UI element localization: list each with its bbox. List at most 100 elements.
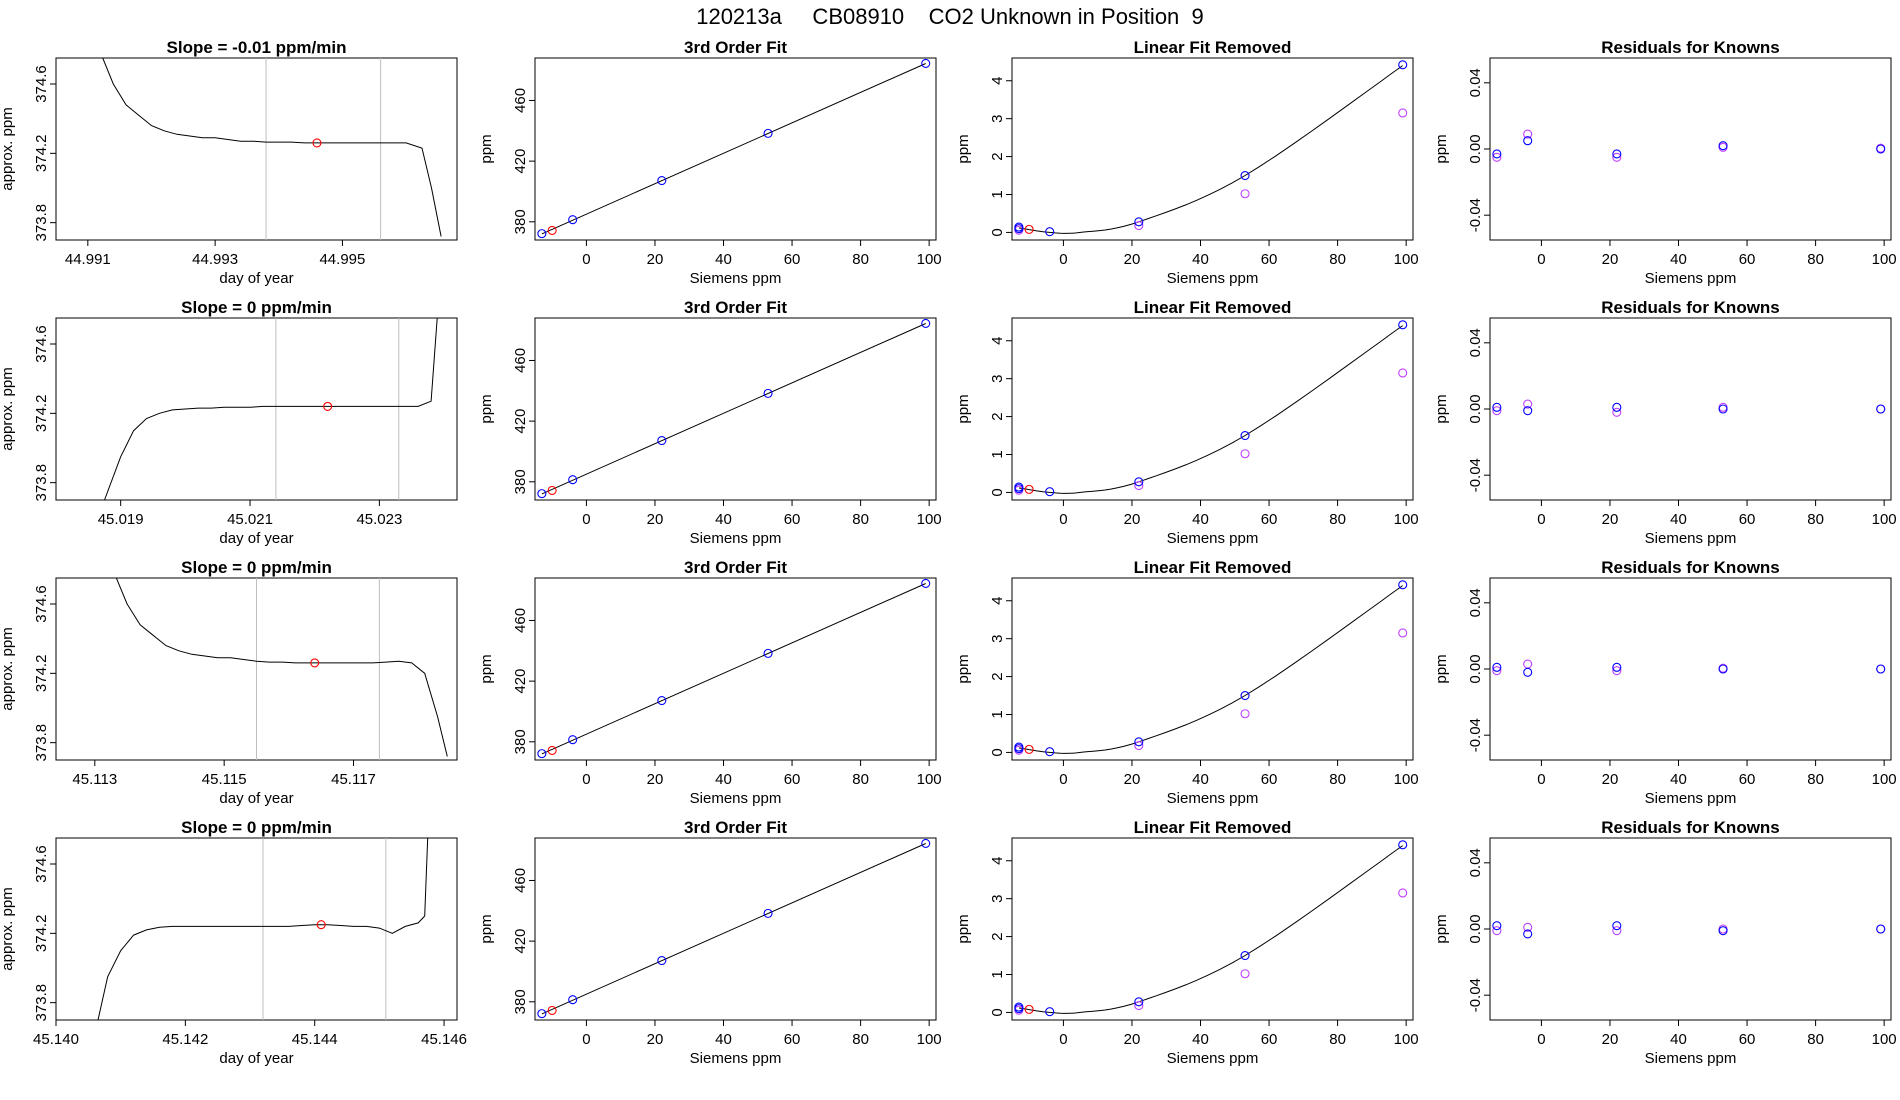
chart-r3-c4-residual-b-point: [1612, 666, 1622, 676]
chart-r3-c2-xtick-label: 80: [852, 771, 869, 788]
chart-r2-c4-xtick-label: 40: [1670, 511, 1687, 528]
chart-r2-c2-known-point: [537, 489, 547, 499]
chart-r1-c3-xlabel: Siemens ppm: [1167, 270, 1259, 287]
chart-r2-c3-known-point: [1014, 484, 1024, 494]
chart-r1-c3-xtick-label: 80: [1329, 251, 1346, 268]
chart-r3-c3-ytick-label: 4: [989, 597, 1006, 605]
chart-r3-c4-ylabel: ppm: [1433, 654, 1450, 683]
chart-r2-c2-xtick-label: 0: [582, 511, 590, 528]
chart-r4-c2-xtick-label: 20: [647, 1031, 664, 1048]
chart-r2-c4-frame: [1489, 317, 1892, 501]
chart-r2-c4-residual-a-point: [1523, 406, 1533, 416]
chart-r1-c2-unknown-point: [547, 225, 557, 235]
chart-r4-c1-xtick-label: 45.140: [33, 1031, 79, 1048]
chart-r3-c1-xtick-label: 45.115: [202, 771, 247, 788]
chart-r1-c2-xtick-label: 20: [647, 251, 664, 268]
chart-r1-c4-residual-a-point: [1492, 149, 1502, 159]
chart-r2-c4-xtick-label: 20: [1602, 511, 1619, 528]
chart-r4-c2-xtick-label: 80: [852, 1031, 869, 1048]
chart-r3-c3-xtick-label: 40: [1192, 771, 1209, 788]
chart-r1-c3-known-point: [1014, 224, 1024, 234]
chart-r4-c3-xtick-label: 80: [1329, 1031, 1346, 1048]
chart-r4-c1-ytick-label: 374.6: [33, 845, 50, 883]
chart-r3-c4-residual-a-point: [1523, 667, 1533, 677]
chart-r1-c3-xtick-label: 100: [1394, 251, 1419, 268]
chart-r2-c1-title: Slope = 0 ppm/min: [181, 298, 332, 317]
chart-r4-c1-frame: [55, 837, 458, 1021]
chart-r3-c1-ytick-label: 373.8: [33, 724, 50, 762]
chart-r4-c2-frame: [534, 837, 937, 1021]
chart-r3-c2-frame: [534, 577, 937, 761]
chart-r2-c3-xtick-label: 100: [1394, 511, 1419, 528]
chart-r3-c1-mean-point: [310, 658, 320, 668]
chart-r3-c2-xlabel: Siemens ppm: [690, 790, 782, 807]
chart-r3-c4-ytick-label: 0.00: [1467, 654, 1484, 683]
chart-r4-c4-xtick-label: 40: [1670, 1031, 1687, 1048]
chart-r1-c2-known-point: [568, 215, 578, 225]
chart-r4-c3-known-point: [1240, 950, 1250, 961]
chart-r3-c3-unknown-point: [1024, 744, 1034, 754]
chart-r1-c1-title: Slope = -0.01 ppm/min: [167, 38, 347, 57]
chart-r4-c3-title: Linear Fit Removed: [1134, 818, 1292, 837]
chart-r4-c3-ytick-label: 2: [989, 932, 1006, 940]
chart-r4-c2-xtick-label: 100: [917, 1031, 942, 1048]
chart-r4-c3-xtick-label: 100: [1394, 1031, 1419, 1048]
chart-r2-c3-linear-removed-point: [1240, 449, 1250, 459]
chart-r2-c2-known-point: [763, 388, 773, 398]
chart-r3-c1-xtick-label: 45.113: [72, 771, 117, 788]
chart-r2-c4-ytick-label: 0.00: [1467, 394, 1484, 423]
chart-r3-c2-ytick-label: 380: [512, 729, 529, 754]
chart-r4-c4-ytick-label: 0.04: [1467, 848, 1484, 877]
chart-r1-c2-frame: [534, 57, 937, 241]
chart-r4-c4-ylabel: ppm: [1433, 914, 1450, 943]
chart-r4-c4-ytick-label: -0.04: [1467, 978, 1484, 1012]
chart-r3-c3-fit-curve: [1018, 585, 1403, 754]
chart-r3-c2-known-point: [657, 695, 667, 706]
chart-r1-c4-ylabel: ppm: [1433, 134, 1450, 163]
chart-r4-c4-frame: [1489, 837, 1892, 1021]
chart-r2-c4-xtick-label: 60: [1739, 511, 1756, 528]
chart-r1-c4-xtick-label: 80: [1807, 251, 1824, 268]
chart-r2-c3-unknown-point: [1024, 484, 1034, 494]
chart-r4-c1-ytick-label: 374.2: [33, 915, 50, 953]
chart-r3-c2-fit-line: [541, 583, 926, 755]
chart-r3-c3-xtick-label: 20: [1124, 771, 1141, 788]
chart-r3-c4-residual-b-point: [1492, 666, 1502, 676]
chart-r4-c4-residual-b-point: [1492, 926, 1502, 936]
chart-r2-c4-residual-b-point: [1523, 399, 1533, 409]
chart-r2-c1-frame: [55, 317, 458, 501]
chart-r2-c2-ytick-label: 460: [512, 348, 529, 373]
chart-r1-c4-residual-a-point: [1612, 149, 1622, 159]
chart-r1-c2-ytick-label: 460: [512, 88, 529, 113]
chart-r4-c4-ytick-label: 0.00: [1467, 914, 1484, 943]
chart-r3-c4-xtick-label: 0: [1537, 771, 1545, 788]
chart-r3-c2-xtick-label: 0: [582, 771, 590, 788]
chart-r2-c3-fit-curve: [1018, 325, 1403, 494]
chart-r3-c2-xtick-label: 100: [917, 771, 942, 788]
chart-r2-c4-residual-a-point: [1492, 402, 1502, 412]
chart-r1-c2-ytick-label: 420: [512, 149, 529, 174]
chart-r2-c3-ytick-label: 4: [989, 337, 1006, 345]
chart-r2-c1-xtick-label: 45.023: [356, 511, 402, 528]
chart-r1-c1-ylabel: approx. ppm: [0, 107, 16, 190]
chart-r1-c4-residual-a-point: [1876, 144, 1886, 154]
chart-r4-c2-known-point: [568, 995, 578, 1005]
chart-r4-c3-xtick-label: 60: [1261, 1031, 1278, 1048]
chart-r1-c3-ytick-label: 2: [989, 152, 1006, 160]
chart-r2-c3-frame: [1011, 317, 1414, 501]
chart-r2-c2-unknown-point: [547, 485, 557, 495]
chart-r2-c3-xtick-label: 0: [1059, 511, 1067, 528]
chart-r1-c2-xtick-label: 100: [917, 251, 942, 268]
chart-r1-c4-title: Residuals for Knowns: [1601, 38, 1780, 57]
chart-r2-c1-ytick-label: 374.6: [33, 325, 50, 363]
chart-r3-c3-linear-removed-point: [1398, 628, 1408, 638]
chart-r3-c1-ytick-label: 374.2: [33, 655, 50, 693]
chart-r2-c4-ytick-label: 0.04: [1467, 328, 1484, 357]
page-title: 120213a CB08910 CO2 Unknown in Position …: [696, 4, 1204, 29]
chart-r2-c2-known-point: [657, 435, 667, 446]
chart-r2-c2-known-point: [568, 475, 578, 485]
chart-r3-c2-xtick-label: 20: [647, 771, 664, 788]
chart-r1-c1-xtick-label: 44.991: [65, 251, 111, 268]
chart-r2-c4-residual-b-point: [1492, 406, 1502, 416]
chart-r4-c3-known-point: [1134, 997, 1144, 1007]
